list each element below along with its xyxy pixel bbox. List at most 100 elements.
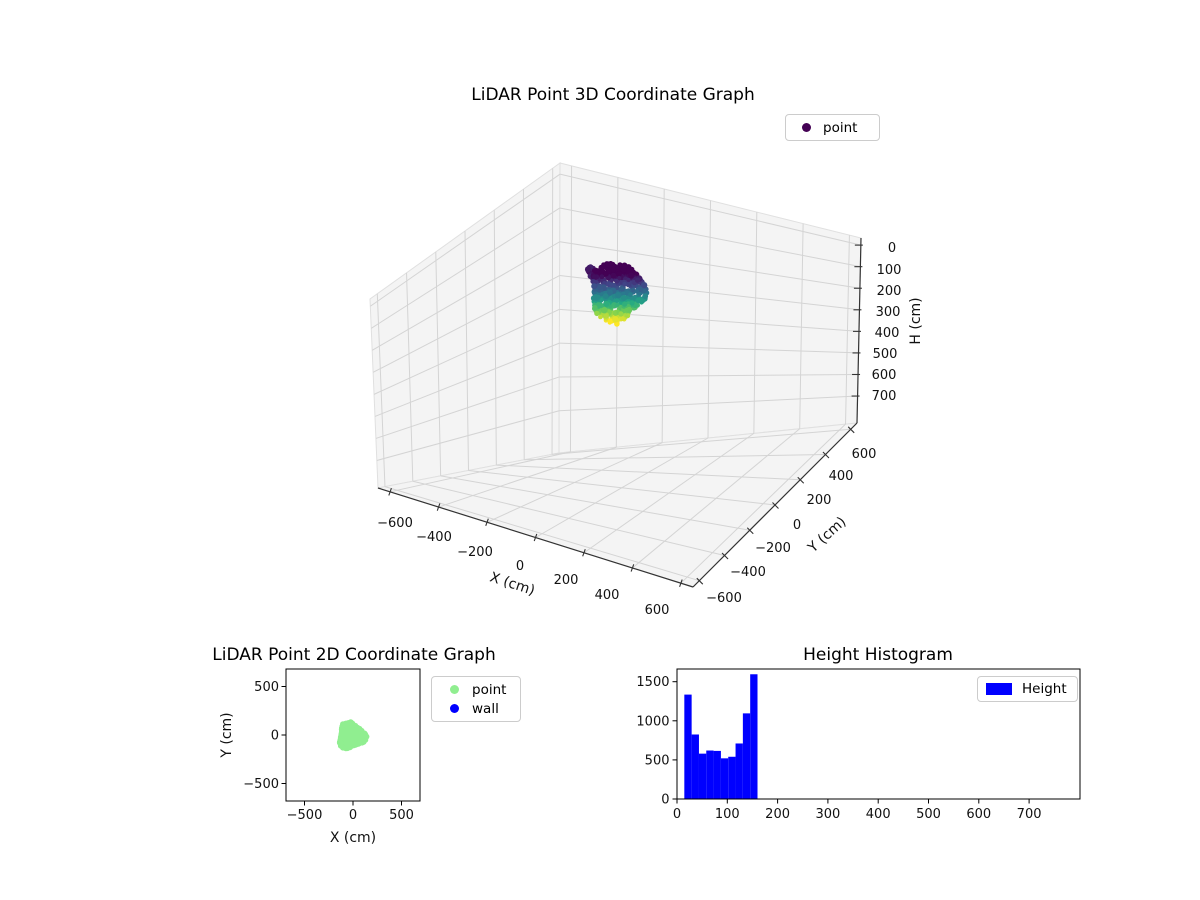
grid-line xyxy=(799,223,804,429)
point-3d xyxy=(622,301,628,307)
z-tick-label: 600 xyxy=(872,368,897,383)
grid-line xyxy=(496,464,801,481)
x-tick-label: 0 xyxy=(673,807,681,822)
pane-left xyxy=(369,162,561,489)
x-tick-label: −500 xyxy=(287,808,323,823)
plot3d-axes: −600−400−20002004006006004002000−200−400… xyxy=(369,162,902,618)
grid-line xyxy=(412,480,725,556)
legend-marker-point-3d xyxy=(802,123,811,132)
grid-line xyxy=(371,241,560,351)
point-3d xyxy=(621,262,628,269)
hist-title: Height Histogram xyxy=(803,645,953,665)
point-3d xyxy=(603,314,609,319)
y-tick-label: 0 xyxy=(271,729,279,744)
z-tick-label: 100 xyxy=(877,263,902,278)
x-tick xyxy=(436,503,441,511)
point-3d xyxy=(617,275,622,281)
legend-label-point-2d: point xyxy=(472,681,507,698)
x-tick-label: 400 xyxy=(866,807,891,822)
point-3d xyxy=(612,316,619,323)
point-3d xyxy=(618,311,624,317)
grid-line xyxy=(376,293,386,487)
plot2d-ylabel: Y (cm) xyxy=(219,712,235,758)
plot3d-xlabel: X (cm) xyxy=(488,569,537,599)
hist-legend: Height xyxy=(977,676,1078,702)
plot2d-title: LiDAR Point 2D Coordinate Graph xyxy=(212,645,496,665)
point-3d xyxy=(599,297,604,303)
grid-line xyxy=(559,373,859,378)
point-2d xyxy=(336,739,343,746)
point-3d xyxy=(591,283,598,290)
point-3d xyxy=(634,277,641,283)
point-3d xyxy=(615,292,622,299)
point-2d xyxy=(349,720,356,727)
point-2d xyxy=(358,727,365,734)
point-3d xyxy=(610,266,617,273)
y-tick-label: 500 xyxy=(254,680,279,695)
grid-line xyxy=(522,189,525,460)
point-3d xyxy=(601,307,608,314)
point-3d xyxy=(615,265,621,270)
y-tick-label: 0 xyxy=(661,793,669,808)
plot3d-zlabel: H (cm) xyxy=(908,297,924,344)
grid-line xyxy=(370,207,561,329)
point-3d xyxy=(609,282,615,288)
y-tick-label: 600 xyxy=(852,447,877,462)
point-3d xyxy=(634,289,640,294)
hist-bar xyxy=(684,694,692,799)
point-3d xyxy=(619,315,625,321)
point-3d xyxy=(591,274,597,280)
point-3d xyxy=(640,282,648,289)
point-3d xyxy=(626,277,631,283)
x-tick-label: 0 xyxy=(349,808,357,823)
grid-line xyxy=(375,376,560,439)
point-3d xyxy=(608,261,614,266)
point-3d xyxy=(623,312,629,318)
grid-line xyxy=(493,210,497,466)
point-3d xyxy=(614,297,620,304)
y-tick-label: 1000 xyxy=(636,714,669,729)
x-tick xyxy=(679,579,683,587)
grid-line xyxy=(374,342,560,417)
point-2d xyxy=(344,744,351,751)
y-tick xyxy=(822,451,830,459)
x-tick-label: 400 xyxy=(595,588,620,603)
y-tick xyxy=(797,476,805,484)
y-tick-label: 200 xyxy=(807,493,832,508)
x-tick xyxy=(582,548,586,557)
grid-line xyxy=(559,207,861,268)
point-3d xyxy=(603,300,610,307)
grid-line xyxy=(551,168,554,455)
grid-line xyxy=(384,486,700,582)
point-3d xyxy=(598,314,603,320)
point-2d xyxy=(340,721,346,728)
point-3d xyxy=(624,307,629,313)
hist-bar xyxy=(735,743,743,799)
y-tick-label: 500 xyxy=(645,753,670,768)
grid-line xyxy=(468,470,776,506)
plot3d-ylabel: Y (cm) xyxy=(804,514,849,557)
grid-line xyxy=(524,454,826,461)
grid-line xyxy=(753,212,758,434)
point-3d xyxy=(591,268,597,273)
point-3d xyxy=(628,272,634,279)
x-tick-label: 100 xyxy=(715,807,740,822)
point-2d xyxy=(355,740,362,747)
legend-marker-wall xyxy=(450,704,459,713)
point-3d xyxy=(596,294,601,300)
x-tick-label: −400 xyxy=(416,530,452,545)
plot2d-axes: −500 0 500 500 0 −500 xyxy=(243,668,421,823)
point-3d xyxy=(594,310,600,317)
point-3d xyxy=(635,297,642,304)
point-3d xyxy=(628,292,633,298)
x-tick-label: 600 xyxy=(645,603,670,618)
x-tick-label: 0 xyxy=(516,559,524,574)
point-3d xyxy=(621,294,628,301)
legend-label-point-3d: point xyxy=(823,119,858,136)
x-tick-label: 200 xyxy=(765,807,790,822)
point-3d xyxy=(622,281,627,287)
x-tick-label: 300 xyxy=(815,807,840,822)
grid-line xyxy=(569,165,573,452)
point-3d xyxy=(610,272,617,279)
grid-line xyxy=(370,173,561,307)
